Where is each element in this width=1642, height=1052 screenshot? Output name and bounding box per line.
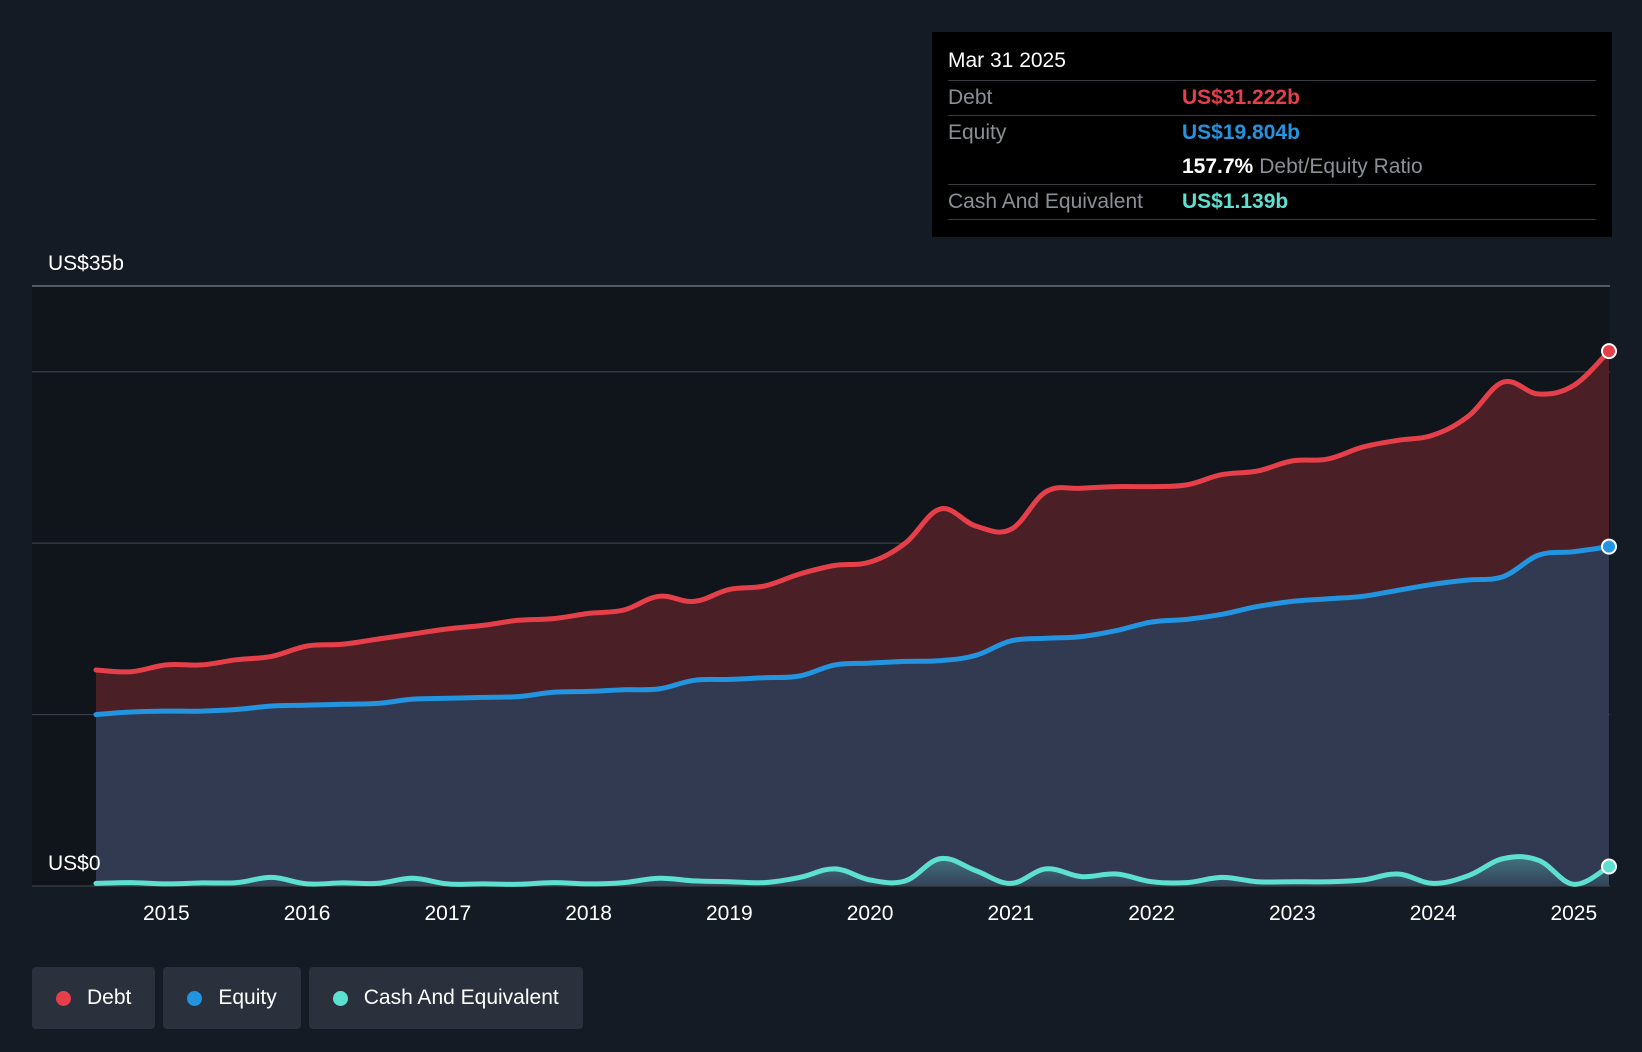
tooltip-equity-row: Equity US$19.804b: [948, 115, 1596, 150]
x-tick-label-2017: 2017: [425, 902, 472, 925]
chart-legend: Debt Equity Cash And Equivalent: [32, 967, 583, 1029]
x-axis-ticks: 2015 2016 2017 2018 2019 2020 2021 2022 2023 2024…: [143, 902, 1597, 925]
tooltip-panel: Mar 31 2025 Debt US$31.222b Equity US$19…: [932, 32, 1612, 237]
debt-end-point[interactable]: [1601, 343, 1617, 360]
x-tick-label-2025: 2025: [1550, 902, 1597, 925]
x-tick-label-2015: 2015: [143, 902, 190, 925]
equity-end-point[interactable]: [1601, 538, 1617, 555]
tooltip-cash-value: US$1.139b: [1182, 190, 1289, 213]
legend-label-equity: Equity: [218, 986, 277, 1009]
tooltip-date: Mar 31 2025: [948, 49, 1066, 72]
legend-dot-cash-icon: [332, 990, 348, 1006]
tooltip-debt-row: Debt US$31.222b: [948, 80, 1596, 115]
y-axis-bottom-label: US$0: [48, 852, 101, 875]
x-tick-label-2022: 2022: [1128, 902, 1175, 925]
legend-item-equity[interactable]: Equity: [163, 967, 301, 1029]
x-tick-label-2018: 2018: [565, 902, 612, 925]
tooltip-ratio-label: Debt/Equity Ratio: [1259, 155, 1423, 178]
tooltip-ratio-value: 157.7%: [1182, 155, 1254, 178]
x-tick-label-2016: 2016: [284, 902, 331, 925]
tooltip-cash-label: Cash And Equivalent: [948, 190, 1143, 213]
equity-line: [93, 544, 1612, 718]
legend-label-cash: Cash And Equivalent: [363, 986, 559, 1009]
x-tick-label-2023: 2023: [1269, 902, 1316, 925]
x-tick-label-2020: 2020: [847, 902, 894, 925]
x-tick-label-2024: 2024: [1410, 902, 1457, 925]
end-points: [1601, 343, 1617, 875]
x-tick-label-2019: 2019: [706, 902, 753, 925]
legend-dot-debt-icon: [56, 990, 71, 1006]
tooltip-equity-value: US$19.804b: [1182, 121, 1300, 144]
legend-label-debt: Debt: [87, 986, 132, 1009]
legend-dot-equity-icon: [187, 990, 203, 1006]
tooltip-ratio-row: 157.7% Debt/Equity Ratio: [948, 150, 1596, 184]
tooltip-cash-row: Cash And Equivalent US$1.139b: [948, 184, 1596, 220]
y-axis-top-label: US$35b: [48, 252, 124, 275]
legend-item-debt[interactable]: Debt: [32, 967, 156, 1029]
debt-line: [93, 348, 1612, 675]
cash-line: [93, 854, 1612, 887]
cash-end-point[interactable]: [1601, 858, 1617, 875]
equity-area: [96, 546, 1609, 886]
legend-item-cash[interactable]: Cash And Equivalent: [308, 967, 583, 1029]
tooltip-debt-value: US$31.222b: [1182, 86, 1300, 109]
tooltip-debt-label: Debt: [948, 86, 993, 109]
tooltip-equity-label: Equity: [948, 121, 1007, 144]
x-tick-label-2021: 2021: [987, 902, 1034, 925]
